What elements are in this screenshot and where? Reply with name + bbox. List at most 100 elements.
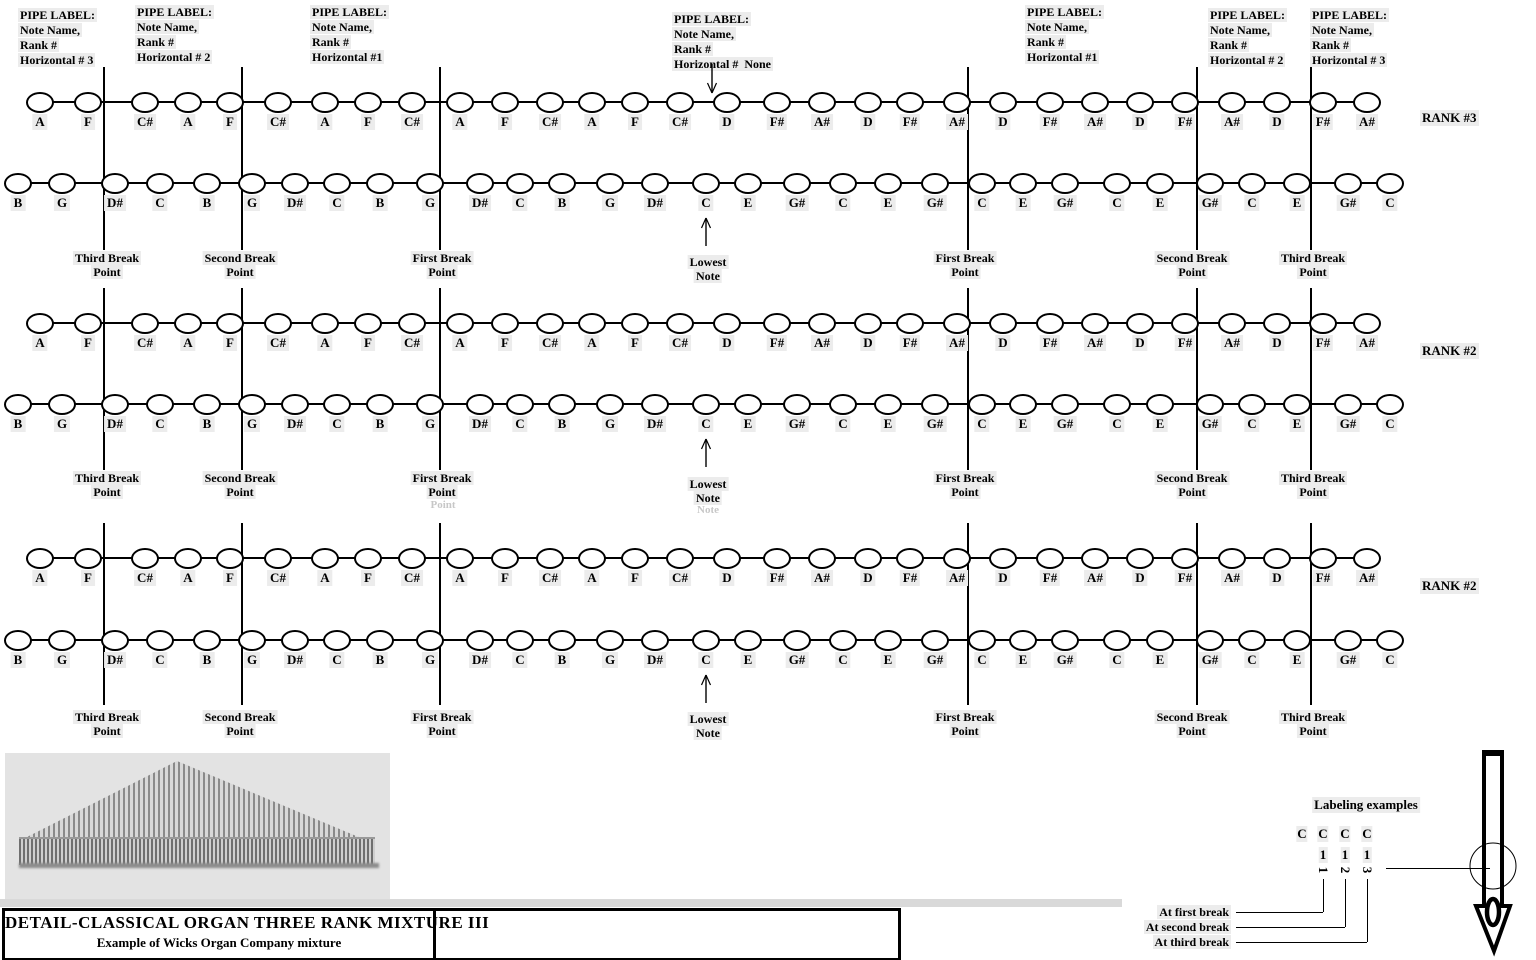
pipe-circle (264, 313, 292, 334)
pipe-circle (1171, 92, 1199, 113)
pipe-label-line: Rank # (1208, 38, 1250, 52)
pipe-note-label: F# (1039, 335, 1061, 351)
pipe-label-line: Horizontal # None (672, 57, 773, 71)
pipe-note-label: D (1269, 570, 1285, 586)
pipe-circle (101, 173, 129, 194)
break-point-label: Second Break Point (1154, 251, 1230, 279)
pipe-circle (783, 394, 811, 415)
pipe-note-label: F (81, 114, 95, 130)
pipe-note-label: D# (284, 416, 306, 432)
pipe-note-label: D (719, 335, 735, 351)
pipe-circle (311, 92, 339, 113)
pipe-circle (808, 313, 836, 334)
pipe-circle (506, 630, 534, 651)
pipe-note-label: D (860, 335, 876, 351)
pipe-circle (416, 630, 444, 651)
pipe-circle (641, 630, 669, 651)
pipe-note-label: B (10, 416, 26, 432)
pipe-circle (216, 313, 244, 334)
pipe-circle (446, 313, 474, 334)
pipe-circle (713, 548, 741, 569)
pipe-circle (1309, 313, 1337, 334)
pipe-label-block: PIPE LABEL: Note Name, Rank # Horizontal # … (18, 8, 98, 68)
pipe-note-label: A# (1084, 335, 1106, 351)
pipe-note-label: E (880, 416, 896, 432)
pipe-note-label: A# (1221, 570, 1243, 586)
pipe-note-label: D (995, 335, 1011, 351)
pipe-note-label: G (243, 652, 261, 668)
pipe-circle (968, 394, 996, 415)
pipe-note-label: C# (401, 335, 423, 351)
pipe-circle (4, 173, 32, 194)
pipe-note-label: A# (946, 335, 968, 351)
break-point-label: Second Break Point (202, 251, 278, 279)
pipe-circle (1376, 173, 1404, 194)
pipe-circle (989, 92, 1017, 113)
pipe-note-label: F (361, 114, 375, 130)
pipe-circle (692, 394, 720, 415)
pipe-label-block: PIPE LABEL: Note Name, Rank # Horizontal # … (1310, 8, 1390, 68)
pipe-circle (896, 313, 924, 334)
pipe-note-label: G# (1053, 195, 1077, 211)
pipe-note-label: A (32, 570, 48, 586)
break-point-line (103, 67, 105, 250)
pipe-note-label: A# (1356, 114, 1378, 130)
pipe-note-label: E (1015, 195, 1031, 211)
pipe-circle (548, 394, 576, 415)
break-point-line (1310, 288, 1312, 470)
upper-row-connector-line (40, 322, 1367, 324)
pipe-circle (692, 173, 720, 194)
break-point-label: Third Break Point (1278, 710, 1348, 738)
pipe-label-line: PIPE LABEL: (1310, 8, 1390, 22)
pipe-circle (1376, 630, 1404, 651)
pipe-note-label: C# (539, 335, 561, 351)
pipe-circle (446, 548, 474, 569)
labeling-note-letter: C (1339, 826, 1351, 842)
pipe-label-line: PIPE LABEL: (310, 5, 390, 19)
break-point-line (967, 67, 969, 250)
pipe-circle (323, 173, 351, 194)
pipe-note-label: G# (1198, 195, 1222, 211)
pipe-circle (989, 548, 1017, 569)
pipe-circle (146, 394, 174, 415)
labeling-note-letter: C (1361, 826, 1373, 842)
pipe-label-line: Rank # (135, 35, 177, 49)
pipe-note-label: B (372, 652, 388, 668)
pipe-note-label: C (512, 195, 528, 211)
pipe-circle (398, 548, 426, 569)
pipe-note-label: C# (134, 335, 156, 351)
pipe-note-label: A# (1221, 335, 1243, 351)
pipe-note-label: F# (899, 114, 921, 130)
pipe-note-label: C (329, 652, 345, 668)
pipe-circle (1283, 173, 1311, 194)
pipe-label-line: PIPE LABEL: (135, 5, 215, 19)
pipe-note-label: A# (811, 570, 833, 586)
pipe-circle (216, 92, 244, 113)
pipe-label-line: Horizontal #1 (310, 50, 385, 64)
pipe-circle (783, 173, 811, 194)
pipe-note-label: D# (104, 416, 126, 432)
pipe-note-label: C (1244, 195, 1260, 211)
pipe-note-label: E (1289, 652, 1305, 668)
pipe-circle (1334, 173, 1362, 194)
break-point-line (1196, 288, 1198, 470)
pipe-note-label: G# (785, 416, 809, 432)
pipe-circle (829, 394, 857, 415)
pipe-note-label: F (81, 335, 95, 351)
pipe-circle (1283, 394, 1311, 415)
break-point-label: First Break Point (410, 251, 474, 279)
pipe-circle (366, 630, 394, 651)
pipe-circle (1196, 173, 1224, 194)
pipe-note-label: D (1132, 570, 1148, 586)
pipe-circle (921, 630, 949, 651)
pipe-circle (968, 630, 996, 651)
pipe-note-label: D# (469, 652, 491, 668)
pipe-circle (4, 394, 32, 415)
pipe-circle (398, 92, 426, 113)
pipe-note-label: G (53, 652, 71, 668)
pipe-note-label: B (10, 652, 26, 668)
lowest-note-label: Lowest Note (687, 712, 729, 740)
pipe-label-line: Rank # (18, 38, 60, 52)
pipe-circle (26, 313, 54, 334)
pipe-circle (354, 548, 382, 569)
